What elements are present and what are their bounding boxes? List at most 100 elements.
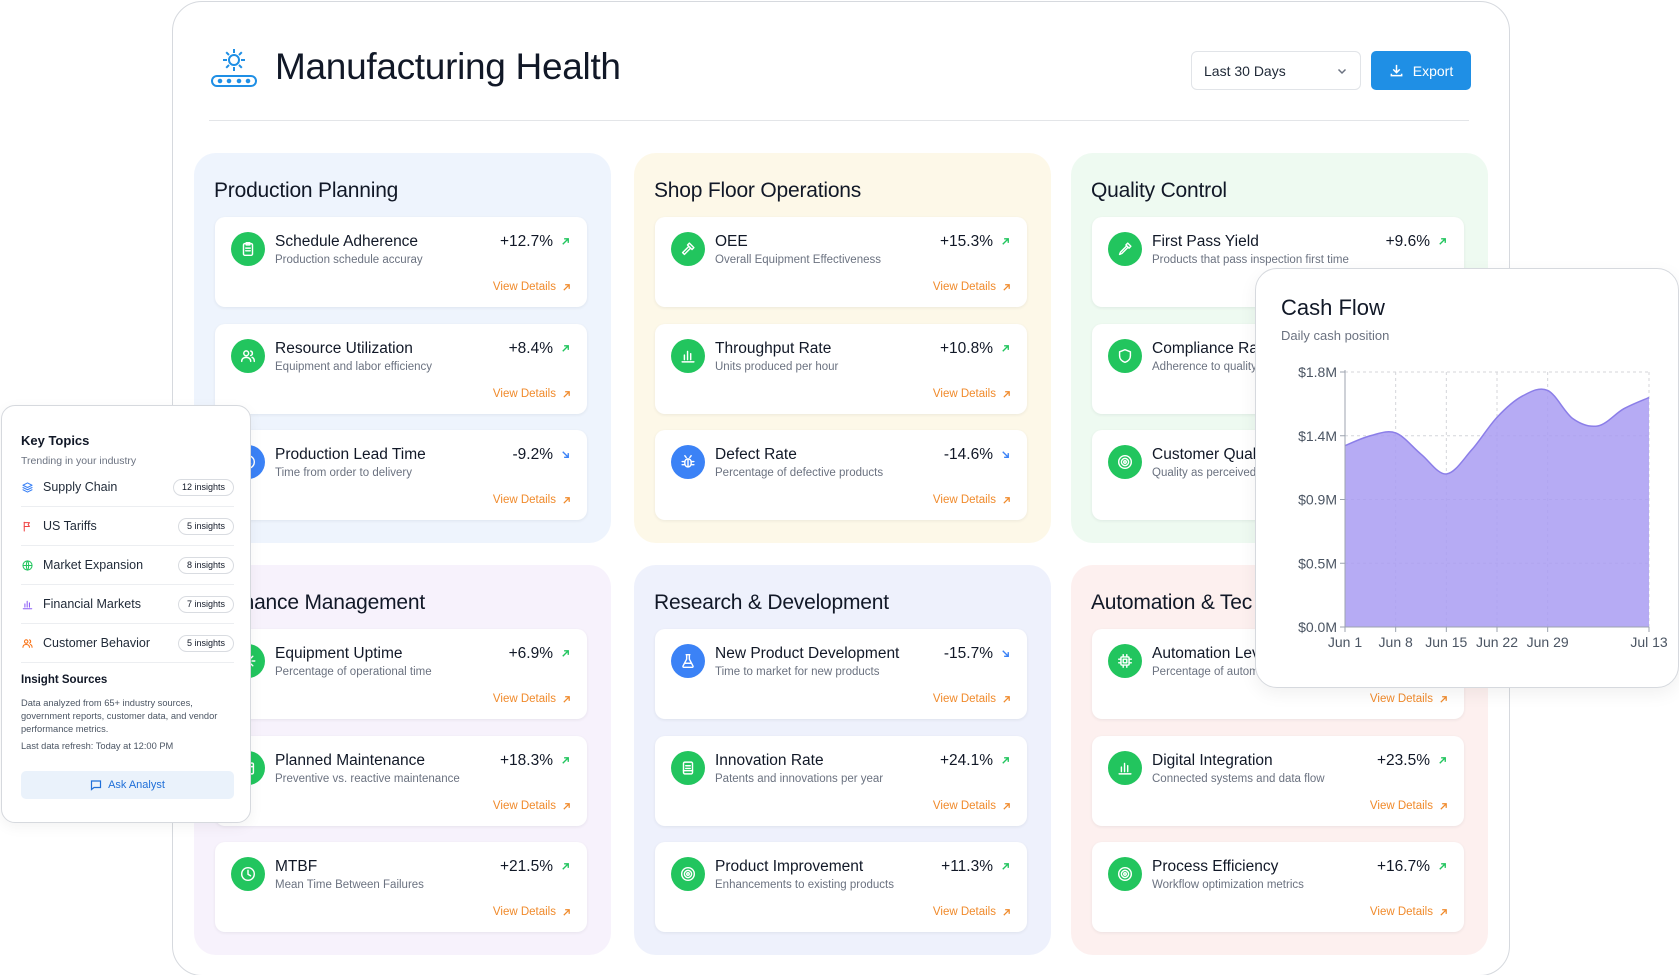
trend-up-icon — [562, 345, 569, 352]
metric-card[interactable]: Digital Integration Connected systems and… — [1092, 736, 1464, 826]
metric-card[interactable]: Process Efficiency Workflow optimization … — [1092, 842, 1464, 932]
view-details-link[interactable]: View Details — [493, 906, 571, 918]
view-details-link[interactable]: View Details — [493, 388, 571, 400]
metric-card[interactable]: Resource Utilization Equipment and labor … — [215, 324, 587, 414]
view-details-label: View Details — [932, 281, 996, 293]
trend-up-icon — [1002, 345, 1009, 352]
bug-icon — [681, 454, 695, 468]
metric-card[interactable]: OEE Overall Equipment Effectiveness +15.3%… — [655, 217, 1027, 307]
trend-down-icon — [1002, 650, 1009, 657]
view-details-link[interactable]: View Details — [1370, 800, 1448, 812]
view-details-label: View Details — [1369, 800, 1433, 812]
section-4: Research & Development New Product Develo… — [634, 565, 1051, 955]
metric-name: Schedule Adherence — [275, 233, 419, 250]
arrow-up-right-icon — [1003, 496, 1010, 504]
metric-name: Product Improvement — [715, 858, 864, 875]
view-details-link[interactable]: View Details — [933, 906, 1011, 918]
view-details-link[interactable]: View Details — [933, 800, 1011, 812]
cash-flow-title: Cash Flow — [1281, 295, 1385, 320]
topic-row[interactable]: Supply Chain 12 insights — [21, 468, 234, 507]
topic-row[interactable]: Financial Markets 7 insights — [21, 585, 234, 624]
view-details-link[interactable]: View Details — [1370, 906, 1448, 918]
clipboard-icon — [242, 241, 254, 257]
ask-analyst-button[interactable]: Ask Analyst — [21, 771, 234, 799]
metric-icon-badge — [231, 339, 265, 373]
users-icon — [22, 638, 33, 648]
view-details-link[interactable]: View Details — [493, 693, 571, 705]
metric-card[interactable]: New Product Development Time to market fo… — [655, 629, 1027, 719]
metric-name: Digital Integration — [1152, 752, 1273, 769]
metric-description: Percentage of operational time — [275, 666, 432, 678]
view-details-label: View Details — [492, 494, 556, 506]
view-details-label: View Details — [932, 906, 996, 918]
arrow-up-right-icon — [1440, 802, 1447, 810]
view-details-link[interactable]: View Details — [493, 800, 571, 812]
arrow-up-right-icon — [563, 496, 570, 504]
view-details-label: View Details — [492, 693, 556, 705]
view-details-link[interactable]: View Details — [933, 693, 1011, 705]
section-title: Automation & Tec — [1091, 591, 1253, 614]
view-details-link[interactable]: View Details — [933, 494, 1011, 506]
metric-name: OEE — [715, 233, 748, 250]
view-details-label: View Details — [492, 800, 556, 812]
view-details-link[interactable]: View Details — [933, 281, 1011, 293]
section-title: ntenance Management — [214, 591, 426, 614]
flask-icon — [682, 653, 694, 669]
topic-row[interactable]: Customer Behavior 5 insights — [21, 624, 234, 663]
metric-icon-badge — [671, 339, 705, 373]
metric-delta: +11.3% — [941, 858, 993, 875]
view-details-link[interactable]: View Details — [493, 494, 571, 506]
trend-up-icon — [562, 863, 569, 870]
arrow-up-right-icon — [1440, 695, 1447, 703]
target-icon — [1117, 866, 1133, 882]
arrow-up-right-icon — [1003, 695, 1010, 703]
arrow-up-right-icon — [563, 908, 570, 916]
topic-row[interactable]: Market Expansion 8 insights — [21, 546, 234, 585]
hammer-icon — [681, 242, 695, 256]
cash-flow-chart: $0.0M $0.5M $0.9M $1.4M $1.8M Jun 1 Jun 8 Jun 1… — [1298, 364, 1668, 650]
y-tick-label: $0.5M — [1298, 555, 1337, 571]
view-details-link[interactable]: View Details — [493, 281, 571, 293]
arrow-up-right-icon — [563, 283, 570, 291]
metric-name: Customer Quali — [1152, 446, 1260, 463]
trend-up-icon — [1439, 863, 1446, 870]
date-range-select[interactable]: Last 30 Days — [1191, 51, 1361, 90]
metric-card[interactable]: Equipment Uptime Percentage of operationa… — [215, 629, 587, 719]
x-tick-label: Jun 22 — [1476, 634, 1518, 650]
topic-row[interactable]: US Tariffs 5 insights — [21, 507, 234, 546]
export-button[interactable]: Export — [1371, 51, 1471, 90]
y-tick-label: $1.8M — [1298, 364, 1337, 380]
trend-up-icon — [562, 238, 569, 245]
metric-card[interactable]: Planned Maintenance Preventive vs. reacti… — [215, 736, 587, 826]
metric-card[interactable]: Schedule Adherence Production schedule ac… — [215, 217, 587, 307]
export-label: Export — [1412, 62, 1454, 79]
topic-label: Financial Markets — [43, 597, 141, 611]
metric-name: Production Lead Time — [275, 446, 426, 463]
view-details-label: View Details — [1369, 906, 1433, 918]
metric-card[interactable]: Innovation Rate Patents and innovations p… — [655, 736, 1027, 826]
metric-card[interactable]: Production Lead Time Time from order to d… — [215, 430, 587, 520]
metric-delta: +15.3% — [939, 233, 993, 250]
metric-card[interactable]: MTBF Mean Time Between Failures +21.5% View… — [215, 842, 587, 932]
metric-card[interactable]: Throughput Rate Units produced per hour +1… — [655, 324, 1027, 414]
metric-card[interactable]: Defect Rate Percentage of defective produ… — [655, 430, 1027, 520]
section-0: Production Planning Schedule Adherence Pro… — [194, 153, 611, 543]
metric-icon-badge — [671, 232, 705, 266]
key-topics-subtitle: Trending in your industry — [21, 455, 137, 467]
view-details-link[interactable]: View Details — [1370, 693, 1448, 705]
view-details-link[interactable]: View Details — [933, 388, 1011, 400]
metric-card[interactable]: Product Improvement Enhancements to exist… — [655, 842, 1027, 932]
insight-sources-title: Insight Sources — [21, 674, 108, 686]
metric-icon-badge — [231, 232, 265, 266]
bar-chart-icon — [22, 600, 33, 609]
metric-card[interactable]: First Pass Yield Products that pass inspe… — [1092, 217, 1464, 307]
metric-description: Overall Equipment Effectiveness — [715, 254, 881, 266]
metric-icon-badge — [1108, 232, 1142, 266]
metric-delta: -15.7% — [943, 645, 993, 662]
insights-badge: 5 insights — [177, 518, 234, 535]
metric-delta: +8.4% — [508, 340, 553, 357]
metric-icon-badge — [1108, 857, 1142, 891]
view-details-label: View Details — [932, 388, 996, 400]
trend-down-icon — [1002, 451, 1009, 458]
trend-up-icon — [1002, 238, 1009, 245]
